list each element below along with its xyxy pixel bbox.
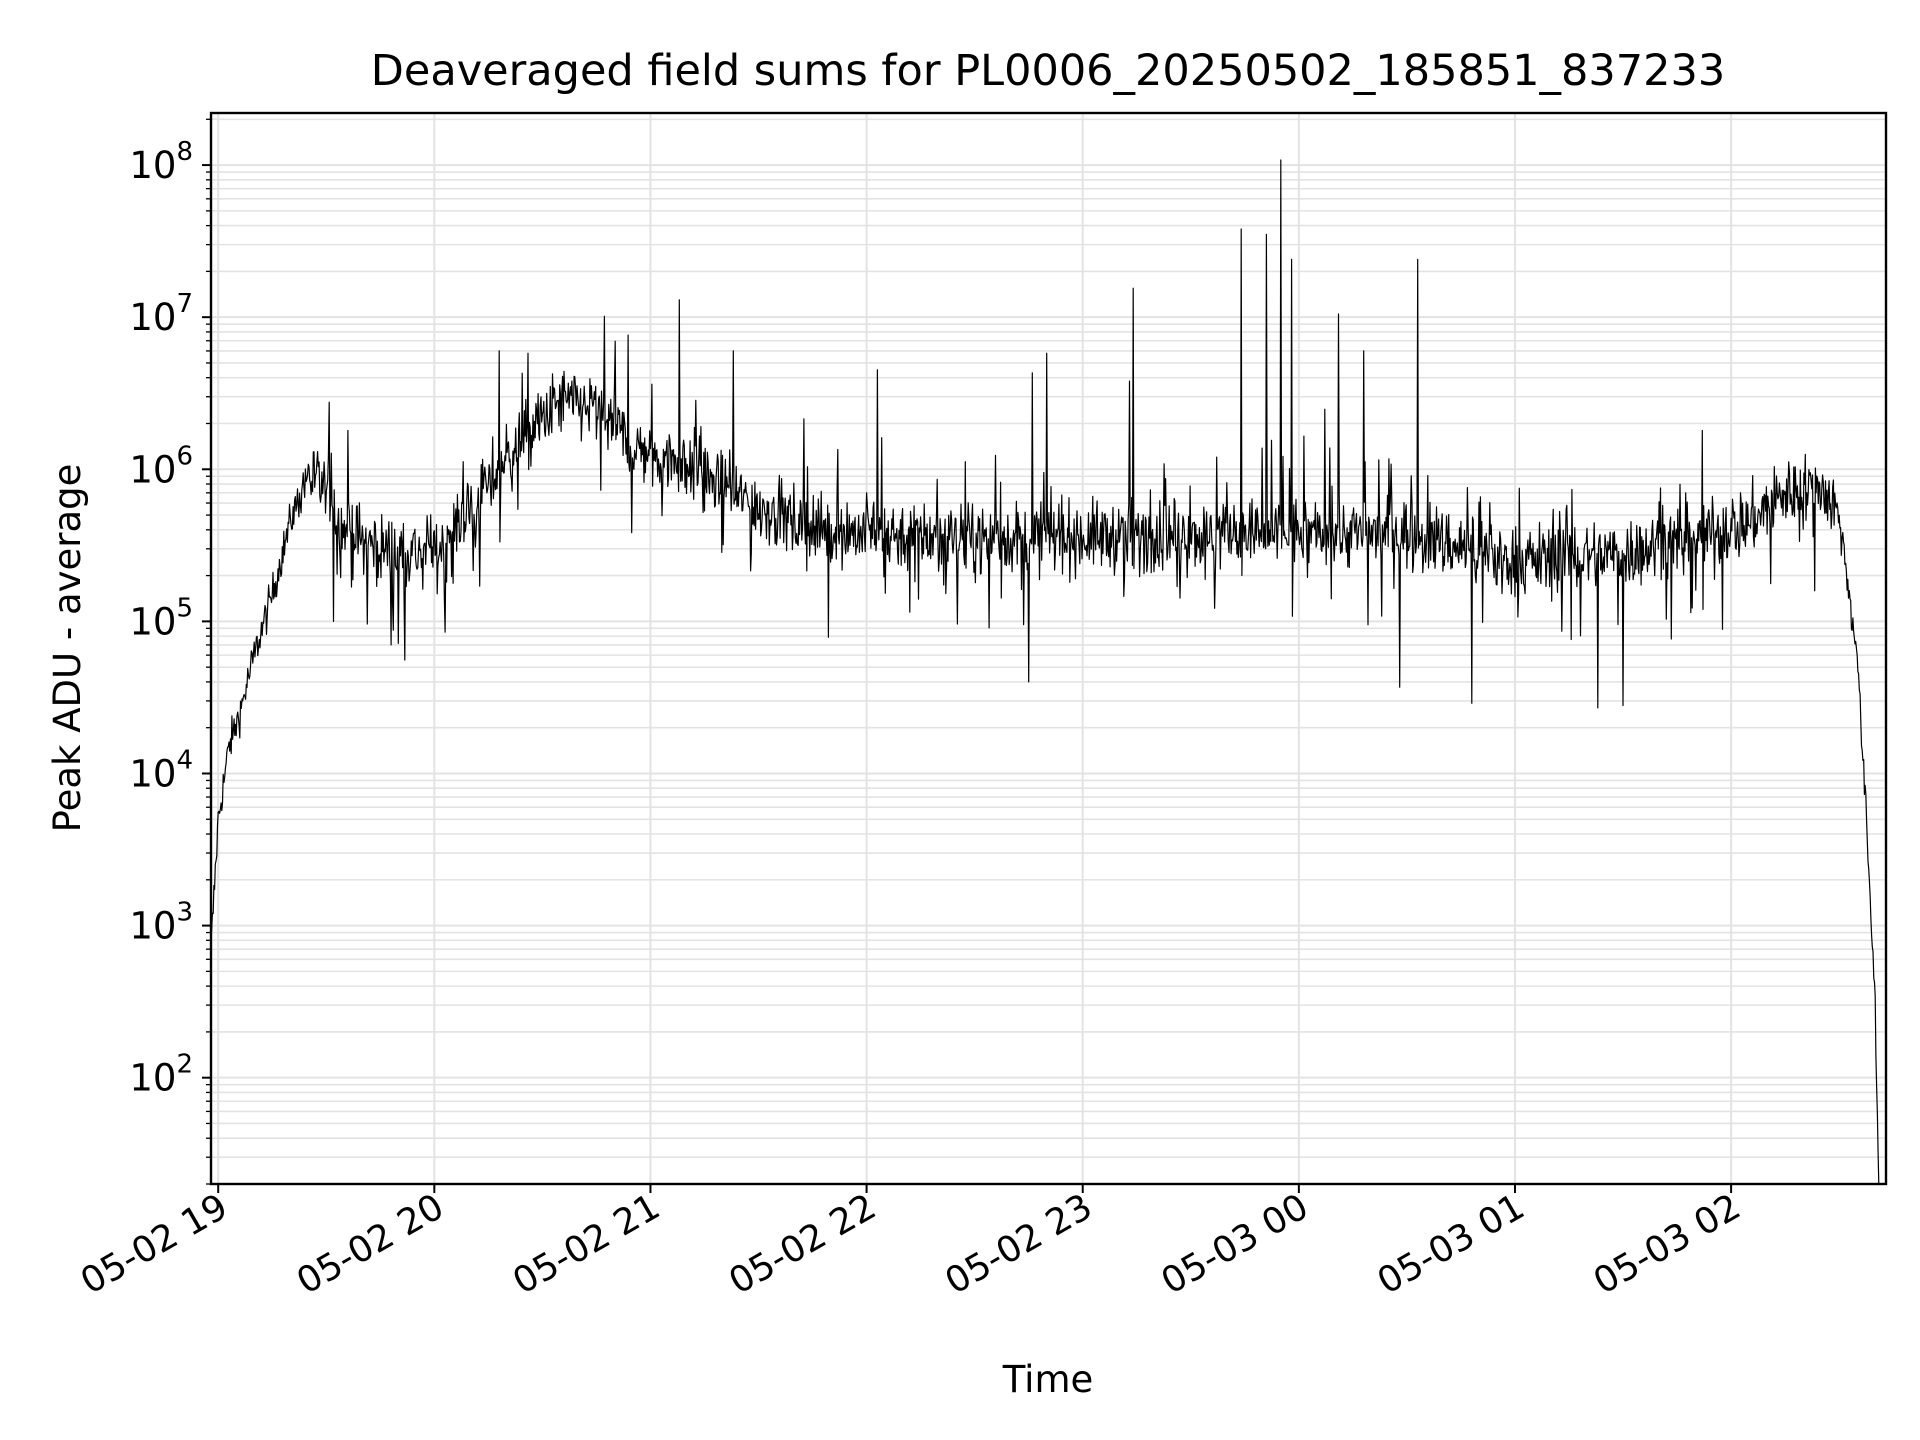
grid	[211, 113, 1886, 1185]
plot-area	[210, 159, 1880, 1185]
x-axis-label: Time	[1002, 1358, 1094, 1401]
chart-title: Deaveraged field sums for PL0006_2025050…	[371, 46, 1725, 96]
plot-frame	[209, 111, 1888, 1186]
y-axis-label: Peak ADU - average	[46, 464, 89, 833]
series-line	[210, 159, 1880, 1185]
